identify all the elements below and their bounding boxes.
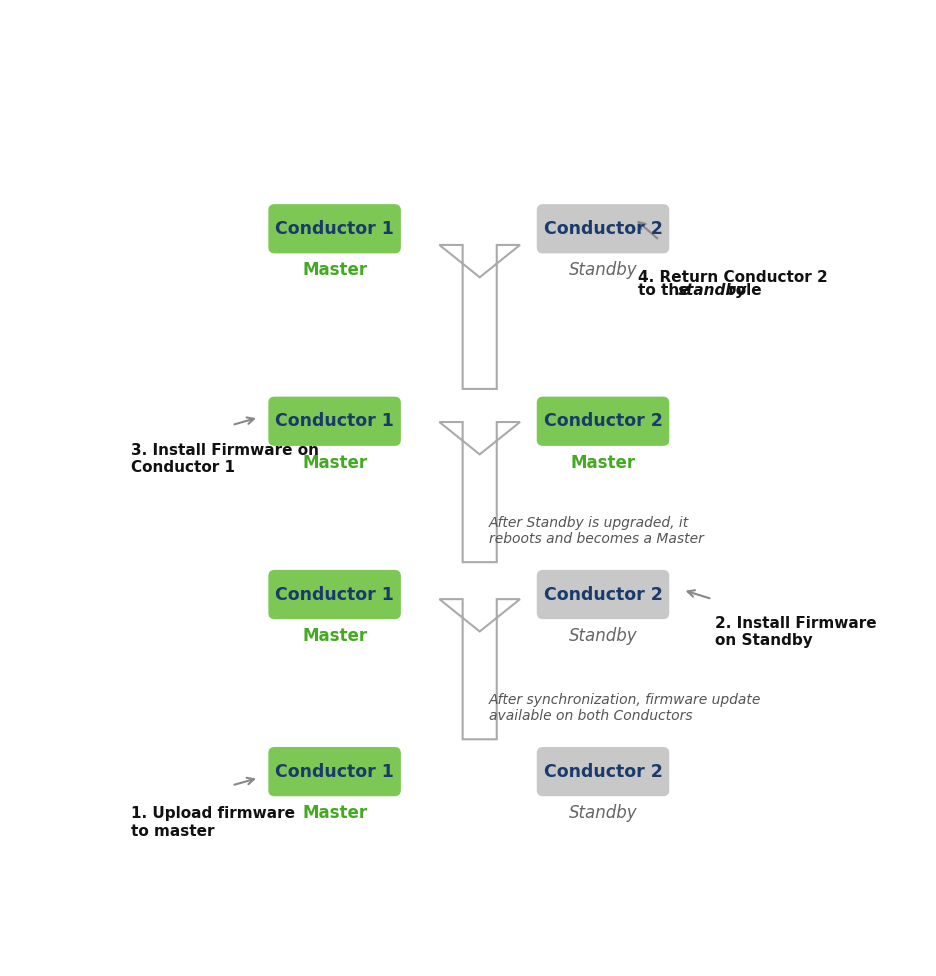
- Text: Master: Master: [302, 627, 367, 645]
- Text: Standby: Standby: [569, 262, 637, 279]
- Text: 2. Install Firmware
on Standby: 2. Install Firmware on Standby: [715, 616, 877, 648]
- Text: Master: Master: [302, 804, 367, 822]
- Polygon shape: [439, 599, 520, 739]
- FancyBboxPatch shape: [269, 396, 401, 446]
- Text: Conductor 2: Conductor 2: [544, 762, 663, 781]
- Text: Master: Master: [570, 454, 636, 471]
- Text: After synchronization, firmware update
available on both Conductors: After synchronization, firmware update a…: [489, 693, 761, 723]
- FancyBboxPatch shape: [536, 747, 669, 796]
- Text: Conductor 1: Conductor 1: [275, 586, 394, 603]
- FancyBboxPatch shape: [536, 204, 669, 254]
- Polygon shape: [439, 245, 520, 388]
- Text: Conductor 2: Conductor 2: [544, 220, 663, 238]
- Text: Conductor 1: Conductor 1: [275, 412, 394, 430]
- Text: Master: Master: [302, 262, 367, 279]
- FancyBboxPatch shape: [536, 570, 669, 619]
- Text: Conductor 2: Conductor 2: [544, 412, 663, 430]
- Text: 3. Install Firmware on
Conductor 1: 3. Install Firmware on Conductor 1: [131, 443, 319, 475]
- Text: Conductor 1: Conductor 1: [275, 762, 394, 781]
- Text: role: role: [723, 283, 762, 299]
- Text: 1. Upload firmware
to master: 1. Upload firmware to master: [131, 806, 295, 838]
- Text: 4. Return Conductor 2: 4. Return Conductor 2: [637, 269, 827, 285]
- Text: standby: standby: [678, 283, 747, 299]
- Text: Standby: Standby: [569, 804, 637, 822]
- FancyBboxPatch shape: [269, 570, 401, 619]
- Text: After Standby is upgraded, it
reboots and becomes a Master: After Standby is upgraded, it reboots an…: [489, 516, 704, 547]
- Text: Standby: Standby: [569, 627, 637, 645]
- Polygon shape: [439, 422, 520, 562]
- FancyBboxPatch shape: [269, 204, 401, 254]
- Text: to the: to the: [637, 283, 695, 299]
- FancyBboxPatch shape: [269, 747, 401, 796]
- Text: Conductor 2: Conductor 2: [544, 586, 663, 603]
- FancyBboxPatch shape: [536, 396, 669, 446]
- Text: Master: Master: [302, 454, 367, 471]
- Text: Conductor 1: Conductor 1: [275, 220, 394, 238]
